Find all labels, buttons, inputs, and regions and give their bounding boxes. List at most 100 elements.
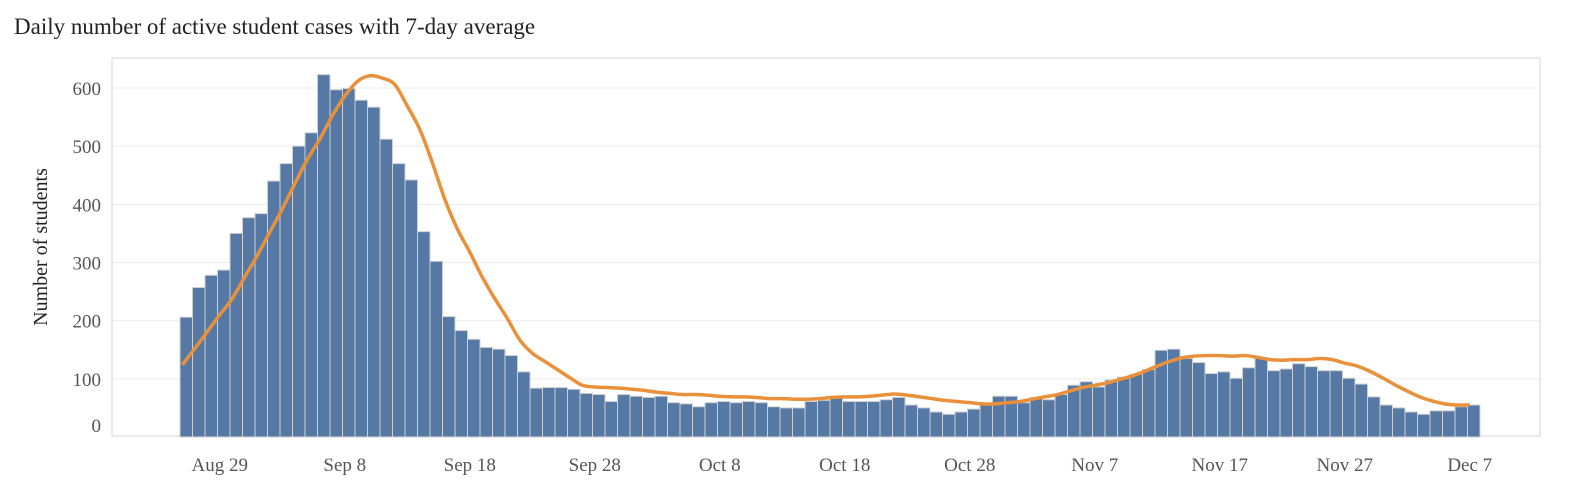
bar [867, 401, 881, 438]
bar [179, 316, 193, 438]
bar [1429, 410, 1443, 438]
x-axis-ticks: Aug 29 Sep 8 Sep 18 Sep 28 Oct 8 Oct 18 Oct 28… [192, 455, 1493, 476]
bar [629, 395, 643, 438]
bar [792, 407, 806, 438]
x-tick-label: Dec 7 [1447, 455, 1492, 476]
bar [454, 330, 468, 438]
y-tick-label: 200 [73, 312, 102, 333]
bar [567, 388, 581, 438]
bar [1079, 381, 1093, 438]
bar [1179, 357, 1193, 438]
bar [1017, 402, 1031, 438]
bar [1204, 373, 1218, 438]
bar [779, 407, 793, 438]
bar [229, 232, 243, 438]
bar [592, 394, 606, 438]
x-tick-label: Oct 28 [944, 455, 995, 476]
bar [854, 401, 868, 438]
x-tick-label: Nov 7 [1071, 455, 1118, 476]
bar [379, 138, 393, 438]
bar [717, 401, 731, 438]
bar [692, 406, 706, 438]
bar [1192, 362, 1206, 438]
bar [1029, 396, 1043, 438]
bar [1104, 379, 1118, 438]
x-tick-label: Oct 8 [699, 455, 741, 476]
chart-title: Daily number of active student cases wit… [14, 14, 536, 39]
bar [1354, 383, 1368, 438]
bar [217, 269, 231, 438]
bar [1217, 371, 1231, 438]
bar [1329, 370, 1343, 438]
x-tick-label: Sep 18 [444, 455, 496, 476]
x-tick-label: Nov 17 [1192, 455, 1248, 476]
x-tick-label: Sep 8 [323, 455, 366, 476]
bar [304, 132, 318, 438]
bar [642, 396, 656, 438]
bar [979, 404, 993, 438]
bar [1092, 386, 1106, 438]
bar [954, 411, 968, 438]
bar [417, 231, 431, 438]
x-tick-label: Aug 29 [192, 455, 248, 476]
bar [529, 387, 543, 438]
bar [479, 346, 493, 438]
bar [554, 387, 568, 438]
bar [579, 392, 593, 438]
bar [1392, 407, 1406, 438]
bar [1279, 368, 1293, 438]
bar [617, 394, 631, 438]
bar [1454, 406, 1468, 438]
bar [1042, 399, 1056, 438]
bar [1142, 369, 1156, 438]
bar [704, 402, 718, 438]
bar [1267, 370, 1281, 438]
bar [342, 88, 356, 438]
x-tick-label: Sep 28 [569, 455, 621, 476]
bar [1367, 396, 1381, 438]
y-tick-label: 100 [73, 370, 102, 391]
average-line [180, 73, 1470, 407]
bar [542, 387, 556, 438]
bar [1417, 413, 1431, 438]
bar [1067, 384, 1081, 438]
bar [942, 413, 956, 438]
y-tick-label: 500 [73, 137, 102, 158]
bar [904, 404, 918, 438]
bar [892, 396, 906, 438]
y-tick-label: 600 [73, 79, 102, 100]
bar [442, 316, 456, 438]
bar [1317, 370, 1331, 438]
bar [967, 408, 981, 438]
y-tick-label: 400 [73, 195, 102, 216]
bar [492, 348, 506, 438]
bar [504, 355, 518, 438]
bar [404, 179, 418, 438]
x-tick-label: Nov 27 [1317, 455, 1373, 476]
bar [654, 395, 668, 438]
y-tick-label: 300 [73, 253, 102, 274]
bar [604, 401, 618, 438]
bar [804, 401, 818, 438]
bar [754, 402, 768, 438]
bar [742, 401, 756, 438]
bar [1404, 411, 1418, 438]
bar [817, 399, 831, 438]
bar [1242, 367, 1256, 438]
bar [1467, 404, 1481, 438]
bar [1442, 410, 1456, 438]
bars [179, 74, 1481, 438]
bar [292, 145, 306, 438]
bar [392, 163, 406, 438]
bar [1254, 356, 1268, 438]
y-axis-label: Number of students [30, 168, 52, 326]
bar [929, 411, 943, 438]
bar [767, 406, 781, 438]
bar [242, 217, 256, 438]
bar [1292, 363, 1306, 438]
bar [679, 403, 693, 438]
bar [367, 106, 381, 438]
bar [429, 260, 443, 438]
bar [1129, 373, 1143, 438]
